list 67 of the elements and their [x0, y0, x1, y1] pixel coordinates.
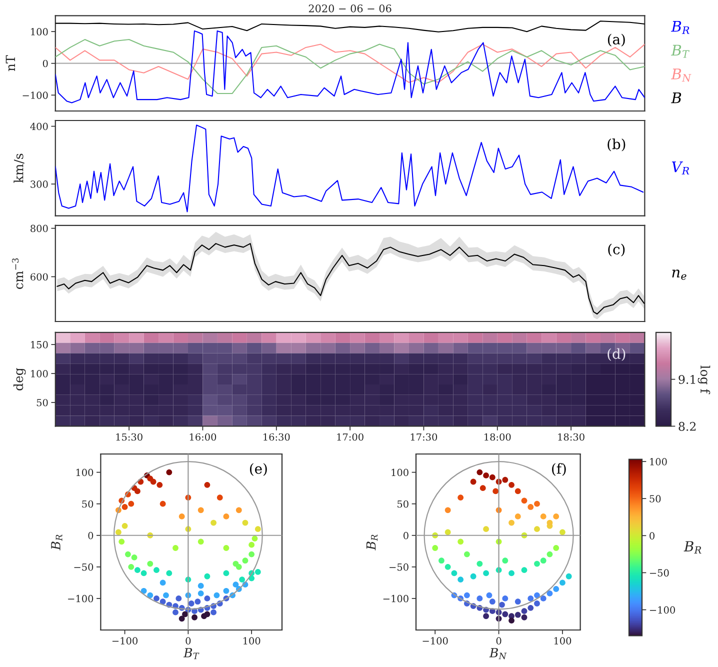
y-tick-label: 150	[31, 341, 48, 348]
text: B$_{R}$	[670, 20, 690, 34]
line-series	[55, 124, 644, 212]
y-axis-title: nT	[6, 55, 15, 72]
y-tick-label: −50	[390, 563, 408, 571]
line-series	[55, 20, 645, 32]
chart-title: 2020 − 06 − 06	[308, 4, 392, 12]
y-tick-label: 100	[31, 28, 48, 36]
text: V$_{R}$	[672, 162, 690, 174]
y-tick-label: 0	[404, 532, 408, 540]
x-tick-label: 0	[186, 637, 191, 644]
color-bar-label: −100	[650, 606, 675, 614]
x-tick-label: 17:00	[337, 433, 364, 441]
color-bar-label: 50	[650, 495, 661, 502]
y-tick-label: −100	[22, 92, 48, 99]
annotation: (b)	[608, 138, 626, 152]
text: B	[670, 92, 682, 104]
x-tick-label: 18:30	[558, 433, 584, 441]
y-tick-label: 400	[30, 122, 48, 130]
y-tick-label: 300	[30, 180, 48, 188]
x-tick-label: 16:30	[264, 433, 290, 441]
x-axis-title: B$_{N}$	[489, 648, 507, 660]
y-tick-label: 100	[76, 468, 94, 476]
x-tick-label: 15:30	[116, 433, 142, 441]
line-series	[55, 30, 645, 104]
text: n$_{e}$	[672, 270, 686, 280]
y-axis-title: B$_{R}$	[51, 534, 62, 550]
annotation: (e)	[250, 463, 267, 476]
y-tick-label: 50	[398, 500, 408, 508]
color-bar-label: −50	[650, 569, 669, 577]
y-tick-label: −50	[74, 563, 94, 571]
x-tick-label: −100	[422, 637, 448, 644]
x-tick-label: 16:00	[190, 433, 216, 441]
x-tick-label: 0	[496, 637, 502, 644]
color-bar-label: 100	[650, 458, 667, 466]
series-label: B$_{T}$	[670, 44, 690, 58]
y-axis-title: deg	[13, 368, 26, 390]
color-bar-title: log f	[698, 366, 710, 394]
x-tick-label: −100	[112, 637, 138, 644]
x-tick-label: 17:30	[410, 433, 438, 441]
y-tick-label: 100	[31, 370, 48, 378]
x-axis-title: B$_{T}$	[183, 648, 200, 660]
y-tick-label: 100	[392, 468, 408, 476]
annotation: (a)	[608, 34, 625, 46]
annotation: (c)	[608, 244, 625, 256]
x-tick-label: 18:00	[484, 433, 511, 441]
y-tick-label: 50	[82, 500, 94, 508]
y-tick-label: 600	[30, 273, 48, 281]
color-bar-title: B$_{R}$	[684, 541, 702, 554]
y-axis-title: km/s	[14, 154, 24, 183]
y-tick-label: −100	[68, 594, 94, 602]
text: B$_{N}$	[670, 68, 692, 82]
y-axis-title: B$_{R}$	[366, 534, 378, 550]
annotation: (d)	[608, 348, 626, 361]
color-bar-label: 9.1	[678, 375, 696, 384]
line-series	[56, 243, 645, 315]
annotation: (f)	[552, 463, 566, 476]
y-tick-label: 50	[36, 398, 48, 406]
x-tick-label: 100	[243, 637, 260, 644]
x-tick-label: 100	[554, 637, 572, 644]
y-tick-label: 800	[30, 224, 48, 232]
y-tick-label: 0	[88, 532, 94, 540]
y-tick-label: 0	[42, 60, 48, 68]
y-tick-label: −100	[383, 594, 408, 602]
color-bar-label: 0	[650, 532, 654, 540]
color-bar-label: 8.2	[678, 422, 696, 431]
y-axis-title: cm$^{−3}$	[12, 258, 24, 289]
